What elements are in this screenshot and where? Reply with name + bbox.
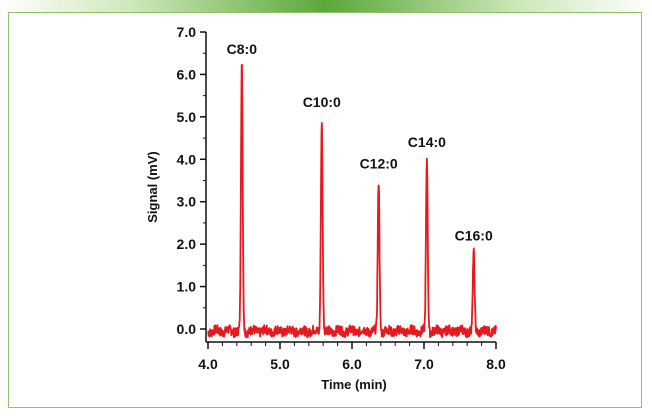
x-tick-label: 4.0 xyxy=(198,356,218,372)
y-tick-label: 2.0 xyxy=(177,236,197,252)
y-tick-label: 1.0 xyxy=(177,279,197,295)
x-axis-label: Time (min) xyxy=(321,377,387,392)
x-tick-label: 6.0 xyxy=(342,356,362,372)
header-gradient-bar xyxy=(0,0,652,12)
peak-label: C10:0 xyxy=(303,94,341,110)
y-tick-label: 7.0 xyxy=(177,24,197,40)
x-tick-label: 7.0 xyxy=(414,356,434,372)
peak-label: C12:0 xyxy=(360,155,398,171)
peak-label: C8:0 xyxy=(227,41,258,57)
peak-label: C14:0 xyxy=(408,134,446,150)
y-tick-label: 0.0 xyxy=(177,321,197,337)
y-tick-label: 4.0 xyxy=(177,151,197,167)
axes xyxy=(205,32,496,343)
peak-label: C16:0 xyxy=(455,228,493,244)
y-tick-label: 6.0 xyxy=(177,66,197,82)
y-tick-label: 5.0 xyxy=(177,109,197,125)
x-tick-label: 8.0 xyxy=(486,356,506,372)
x-tick-label: 5.0 xyxy=(270,356,290,372)
signal-trace xyxy=(207,64,497,339)
y-tick-label: 3.0 xyxy=(177,194,197,210)
y-axis-label: Signal (mV) xyxy=(145,151,160,223)
